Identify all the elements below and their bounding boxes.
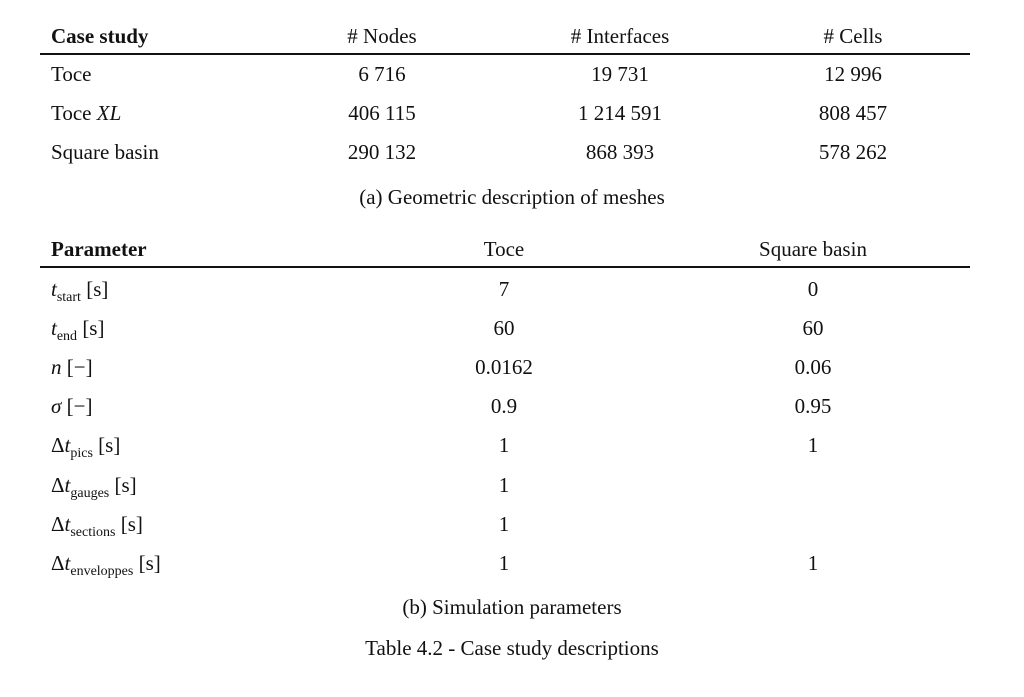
table-row: tend [s] 60 60: [40, 313, 970, 344]
toce-value: 0.0162: [475, 355, 533, 380]
parameter-symbol: t: [64, 511, 71, 536]
interfaces-value: 1 214 591: [578, 101, 662, 125]
cells-value: 12 996: [824, 62, 882, 86]
parameter-unit: [−]: [66, 394, 93, 419]
table-row: n [−] 0.0162 0.06: [40, 352, 970, 382]
parameter-label: Δtpics [s]: [51, 430, 120, 469]
header-case-study: Case study: [51, 24, 149, 48]
table-row: Toce 6 716 19 731 12 996: [40, 59, 970, 89]
table-b-header: Parameter Toce Square basin: [40, 234, 970, 264]
parameter-label: σ [−]: [51, 391, 92, 430]
case-name: Toce: [51, 62, 92, 86]
nodes-value: 6 716: [358, 62, 406, 86]
table-row: σ [−] 0.9 0.95: [40, 391, 970, 421]
parameter-label: tend [s]: [51, 313, 104, 352]
case-name-suffix: XL: [96, 101, 122, 125]
parameter-symbol: t: [64, 550, 71, 575]
header-square-basin: Square basin: [759, 237, 867, 261]
caption-b: (b) Simulation parameters: [402, 595, 622, 619]
toce-value: 0.9: [490, 394, 518, 419]
parameter-symbol: n: [51, 355, 62, 380]
header-nodes: # Nodes: [347, 24, 417, 48]
table-row: Δtenveloppes [s] 1 1: [40, 548, 970, 579]
square-basin-value: 1: [807, 433, 819, 458]
toce-value: 1: [498, 511, 510, 536]
parameter-unit: [−]: [66, 355, 93, 380]
square-basin-value: 0.06: [794, 355, 832, 380]
toce-value: 1: [498, 433, 510, 458]
interfaces-value: 868 393: [585, 140, 655, 164]
parameter-subscript: sections: [70, 524, 116, 540]
header-cells: # Cells: [823, 24, 883, 48]
toce-value: 60: [493, 316, 515, 341]
parameter-symbol: σ: [51, 394, 62, 419]
parameter-unit: [s]: [86, 277, 109, 301]
parameter-prefix: Δ: [51, 550, 65, 575]
parameter-subscript: enveloppes: [70, 563, 134, 579]
caption-a: (a) Geometric description of meshes: [359, 185, 665, 209]
table-row: Δtsections [s] 1: [40, 509, 970, 540]
parameter-subscript: start: [56, 290, 81, 305]
table-row: Δtgauges [s] 1: [40, 470, 970, 501]
nodes-value: 406 115: [348, 101, 416, 125]
case-study-name: Toce: [51, 59, 92, 89]
table-row: Δtpics [s] 1 1: [40, 430, 970, 461]
table-row: tstart [s] 7 0: [40, 274, 970, 305]
case-name: Toce: [51, 101, 92, 125]
parameter-symbol: t: [64, 433, 71, 458]
case-study-name: Square basin: [51, 137, 159, 167]
parameter-label: Δtsections [s]: [51, 509, 143, 548]
square-basin-value: 0: [807, 277, 819, 301]
parameter-unit: [s]: [98, 433, 121, 458]
parameter-unit: [s]: [138, 550, 161, 575]
toce-value: 1: [498, 550, 510, 575]
table-row: Square basin 290 132 868 393 578 262: [40, 137, 970, 167]
header-rule: [40, 53, 970, 55]
parameter-symbol: t: [51, 316, 57, 341]
parameter-symbol: t: [51, 277, 57, 301]
parameter-subscript: gauges: [70, 485, 110, 501]
parameter-symbol: t: [64, 472, 71, 497]
header-rule: [40, 266, 970, 268]
cells-value: 808 457: [818, 101, 888, 125]
parameter-label: tstart [s]: [51, 274, 108, 313]
square-basin-value: 0.95: [794, 394, 832, 419]
parameter-unit: [s]: [120, 511, 143, 536]
parameter-unit: [s]: [82, 316, 105, 341]
toce-value: 7: [498, 277, 510, 301]
parameter-subscript: end: [56, 329, 78, 345]
square-basin-value: 1: [807, 550, 819, 575]
parameter-prefix: Δ: [51, 511, 65, 536]
case-name: Square basin: [51, 140, 159, 164]
table-a-header: Case study # Nodes # Interfaces # Cells: [40, 21, 970, 51]
table-row: Toce XL 406 115 1 214 591 808 457: [40, 98, 970, 128]
header-toce: Toce: [483, 237, 525, 261]
parameter-label: Δtenveloppes [s]: [51, 548, 161, 587]
parameter-prefix: Δ: [51, 433, 65, 458]
parameter-prefix: Δ: [51, 472, 65, 497]
square-basin-value: 60: [802, 316, 824, 341]
table-caption: Table 4.2 - Case study descriptions: [365, 636, 659, 660]
cells-value: 578 262: [818, 140, 888, 164]
header-parameter: Parameter: [51, 237, 147, 261]
case-study-name: Toce XL: [51, 98, 121, 128]
parameter-label: Δtgauges [s]: [51, 470, 137, 509]
parameter-subscript: pics: [70, 446, 93, 462]
toce-value: 1: [498, 472, 510, 497]
interfaces-value: 19 731: [591, 62, 649, 86]
nodes-value: 290 132: [347, 140, 417, 164]
header-interfaces: # Interfaces: [570, 24, 670, 48]
parameter-label: n [−]: [51, 352, 93, 391]
parameter-unit: [s]: [114, 472, 137, 497]
